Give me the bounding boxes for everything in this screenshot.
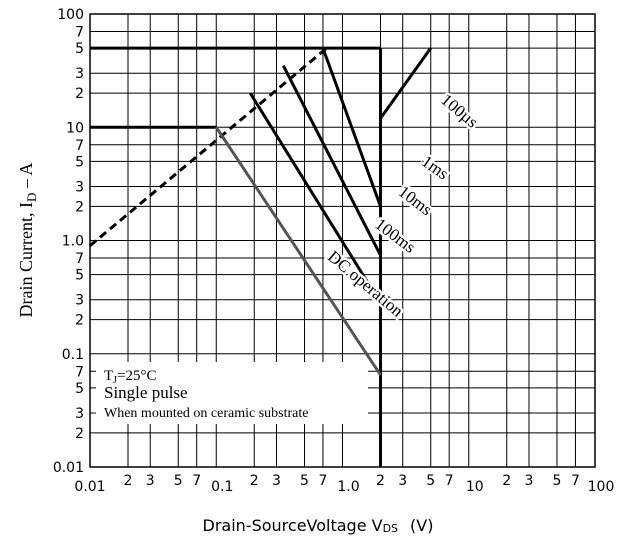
x-tick-label: 1.0 [337,479,359,495]
y-tick-label: 7 [75,364,84,380]
y-tick-label: 7 [75,251,84,267]
y-tick-label: 0.1 [62,347,84,363]
x-axis-label: Drain-SourceVoltage VDS (V) [203,516,434,535]
x-tick-label: 3 [525,473,534,489]
y-tick-label: 3 [75,406,84,422]
y-tick-label: 2 [75,86,84,102]
x-tick-label: 7 [445,473,454,489]
y-tick-label: 3 [75,293,84,309]
series-line [249,92,382,304]
y-tick-label: 3 [75,66,84,82]
x-tick-label: 0.1 [211,479,233,495]
y-tick-label: 100 [57,7,84,23]
series-label: 100µs [437,90,481,132]
y-tick-label: 1.0 [62,234,84,250]
y-tick-label: 5 [75,154,84,170]
y-tick-label: 0.01 [53,460,84,476]
series-line [282,64,382,256]
x-tick-label: 5 [426,473,435,489]
x-tick-label: 0.01 [74,479,105,495]
x-tick-label: 5 [553,473,562,489]
y-tick-label: 7 [75,25,84,41]
y-tick-label: 5 [75,41,84,57]
plot-frame [89,13,596,468]
note-line: Single pulse [104,383,188,402]
series-line [379,47,432,120]
note-text: T [104,368,113,384]
note-text: =25°C [117,368,156,384]
y-tick-label: 5 [75,381,84,397]
y-tick-label: 5 [75,268,84,284]
x-tick-label: 7 [192,473,201,489]
y-tick-label: 7 [75,138,84,154]
y-axis-label: Drain Current, ID – A [16,163,39,318]
y-tick-label: 2 [75,426,84,442]
y-tick-label: 2 [75,313,84,329]
series-line [321,47,382,207]
x-tick-label: 7 [571,473,580,489]
x-tick-label: 100 [588,479,615,495]
x-tick-label: 3 [272,473,281,489]
note-line: When mounted on ceramic substrate [104,406,308,421]
y-tick-label: 2 [75,199,84,215]
x-tick-label: 2 [376,473,385,489]
x-tick-label: 2 [502,473,511,489]
x-tick-label: 7 [318,473,327,489]
x-tick-label: 2 [250,473,259,489]
x-tick-label: 2 [124,473,133,489]
x-tick-label: 3 [398,473,407,489]
x-tick-label: 5 [300,473,309,489]
series-label: 1ms [418,152,452,184]
note-line: TJ=25°C [104,368,157,386]
series-line [214,126,382,376]
x-tick-label: 5 [174,473,183,489]
x-tick-label: 10 [466,479,484,495]
note-text: J [113,375,117,386]
series-label: 10ms [395,182,436,219]
note-box [96,362,368,424]
y-tick-label: 3 [75,179,84,195]
x-tick-label: 3 [146,473,155,489]
y-tick-label: 10 [66,120,84,136]
